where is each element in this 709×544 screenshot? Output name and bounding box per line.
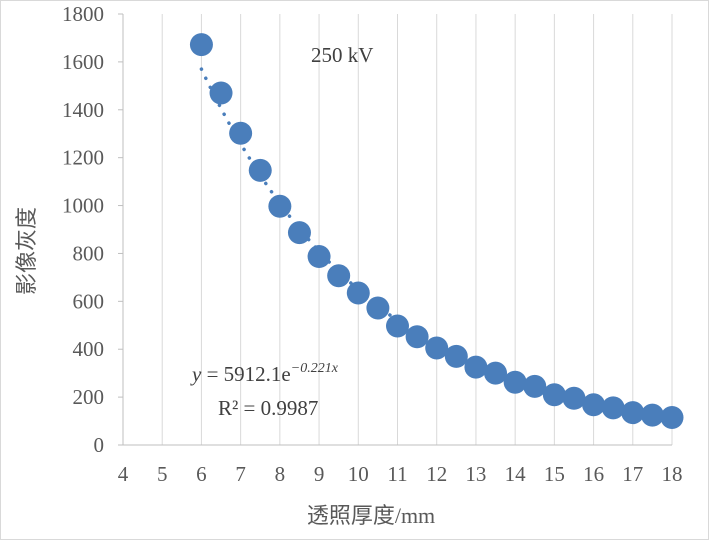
x-tick-label: 7 xyxy=(235,462,246,486)
x-tick-label: 15 xyxy=(544,462,565,486)
x-tick-label: 10 xyxy=(348,462,369,486)
x-tick-label: 9 xyxy=(314,462,325,486)
data-point-20 xyxy=(562,386,586,410)
data-point-6 xyxy=(287,221,311,245)
data-point-3 xyxy=(229,121,253,145)
y-tick-label: 1000 xyxy=(62,194,104,218)
data-point-7 xyxy=(307,245,331,269)
x-tick-label: 17 xyxy=(622,462,643,486)
trendline-equation: y = 5912.1e−0.221x xyxy=(190,361,339,386)
y-tick-label: 1200 xyxy=(62,146,104,170)
data-point-22 xyxy=(601,396,625,420)
data-point-1 xyxy=(189,33,213,57)
data-point-24 xyxy=(640,403,664,427)
grid-lines xyxy=(161,14,673,445)
series-annotation: 250 kV xyxy=(311,43,373,67)
x-tick-label: 12 xyxy=(426,462,447,486)
data-point-9 xyxy=(346,281,370,305)
x-tick-label: 14 xyxy=(505,462,527,486)
data-point-17 xyxy=(503,370,527,394)
y-tick-label: 400 xyxy=(73,337,105,361)
data-point-25 xyxy=(660,405,684,429)
y-axis-title: 影像灰度 xyxy=(14,207,39,295)
y-tick-label: 0 xyxy=(94,433,105,457)
data-point-10 xyxy=(366,296,390,320)
y-tick-label: 200 xyxy=(73,385,105,409)
data-point-12 xyxy=(405,325,429,349)
x-tick-label: 5 xyxy=(157,462,168,486)
data-point-11 xyxy=(386,314,409,338)
equation-exponent: −0.221x xyxy=(291,361,339,376)
equation-y: y xyxy=(190,362,202,386)
x-axis-tick-labels: 4 5 6 7 8 9 10 11 12 13 14 15 16 17 18 xyxy=(118,462,683,486)
data-point-8 xyxy=(327,264,351,288)
data-point-5 xyxy=(268,194,292,218)
y-tick-label: 1400 xyxy=(62,98,104,122)
data-point-13 xyxy=(425,336,449,360)
y-tick-label: 1600 xyxy=(62,50,104,74)
axes xyxy=(118,13,672,446)
data-point-18 xyxy=(523,374,547,398)
data-point-2 xyxy=(209,81,233,105)
data-point-16 xyxy=(484,361,508,385)
data-point-21 xyxy=(582,393,606,417)
x-tick-label: 13 xyxy=(465,462,486,486)
data-point-23 xyxy=(621,401,645,425)
x-tick-label: 8 xyxy=(275,462,286,486)
y-tick-label: 600 xyxy=(73,289,105,313)
y-axis-tick-labels: 0 200 400 600 800 1000 1200 1400 1600 1800 xyxy=(62,2,104,457)
x-tick-label: 16 xyxy=(583,462,604,486)
x-tick-label: 18 xyxy=(662,462,683,486)
data-points xyxy=(189,33,684,429)
r-squared-label: R² = 0.9987 xyxy=(218,396,318,420)
x-tick-label: 4 xyxy=(118,462,129,486)
data-point-14 xyxy=(444,344,468,368)
data-point-15 xyxy=(464,355,488,379)
data-point-4 xyxy=(248,158,272,182)
x-tick-label: 11 xyxy=(387,462,407,486)
y-tick-label: 1800 xyxy=(62,2,104,26)
equation-mid: = 5912.1e xyxy=(201,362,290,386)
x-tick-label: 6 xyxy=(196,462,207,486)
x-axis-title: 透照厚度/mm xyxy=(307,503,435,528)
data-point-19 xyxy=(542,383,566,407)
y-tick-label: 800 xyxy=(73,241,105,265)
